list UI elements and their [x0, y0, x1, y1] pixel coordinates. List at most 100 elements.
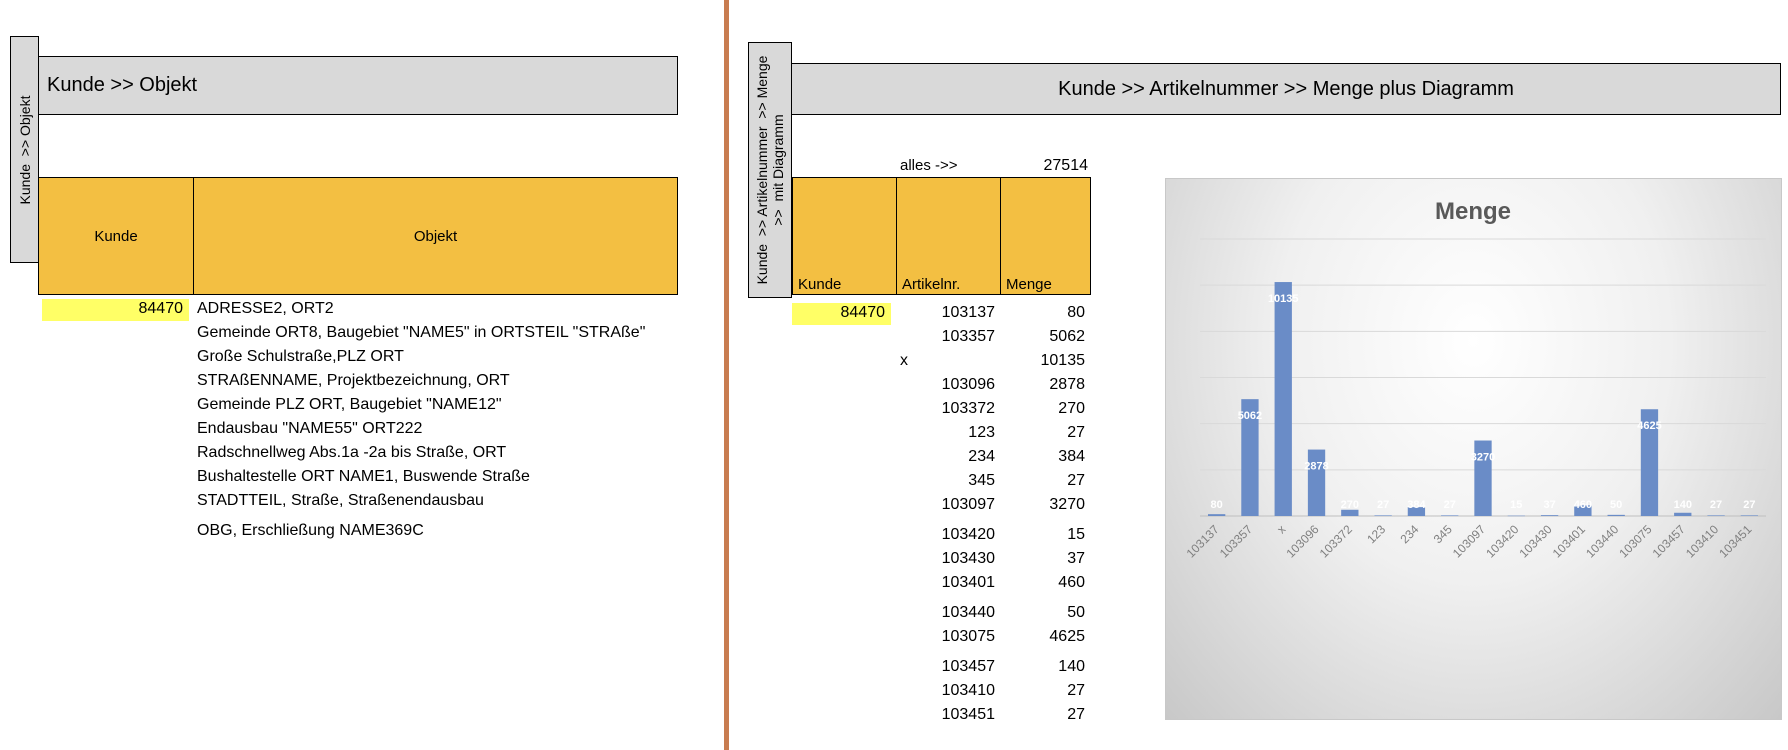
- left-kunde-value: 84470: [42, 299, 189, 321]
- left-title: Kunde >> Objekt: [47, 74, 198, 96]
- x-tick-label: x: [1274, 522, 1288, 536]
- artikel-cell: x: [900, 352, 908, 369]
- right-kunde-value: 84470: [792, 303, 891, 325]
- x-tick-label: 103401: [1550, 522, 1588, 560]
- x-tick-label: 123: [1364, 522, 1388, 546]
- data-label: 2878: [1304, 461, 1328, 473]
- data-label: 37: [1543, 499, 1555, 511]
- data-label: 5062: [1238, 410, 1262, 422]
- table-row: 345 27: [896, 471, 1091, 493]
- bar-103440: [1607, 514, 1625, 516]
- list-item: Radschnellweg Abs.1a -2a bis Straße, ORT: [197, 444, 507, 461]
- x-tick-label: 345: [1431, 522, 1455, 546]
- table-row: 234 384: [896, 447, 1091, 469]
- bar-103420: [1507, 515, 1525, 517]
- table-row: 103401 460: [896, 573, 1091, 595]
- menge-cell: 37: [1067, 550, 1085, 567]
- table-row: 103430 37: [896, 549, 1091, 571]
- artikel-cell: 103457: [941, 658, 995, 675]
- x-tick-label: 103430: [1516, 522, 1554, 560]
- left-vertical-label: Kunde >> Objekt: [16, 95, 33, 204]
- table-row: 103357 5062: [896, 327, 1091, 349]
- menge-cell: 50: [1067, 604, 1085, 621]
- list-item: Große Schulstraße,PLZ ORT: [197, 348, 404, 365]
- x-tick-label: 103357: [1217, 522, 1255, 560]
- right-title: Kunde >> Artikelnummer >> Menge plus Dia…: [1058, 77, 1514, 100]
- menge-cell: 140: [1058, 658, 1085, 675]
- menge-cell: 270: [1058, 400, 1085, 417]
- table-row: 103440 50: [896, 603, 1091, 625]
- data-label: 3270: [1471, 452, 1495, 464]
- x-tick-label: 103451: [1716, 522, 1754, 560]
- right-header-kunde: Kunde: [792, 177, 897, 295]
- menge-cell: 27: [1067, 424, 1085, 441]
- right-vertical-label-box: Kunde >> Artikelnummer >> Menge >> mit D…: [748, 42, 792, 298]
- table-row: 103075 4625: [896, 627, 1091, 649]
- data-label: 10135: [1268, 293, 1299, 305]
- list-item: STADTTEIL, Straße, Straßenendausbau: [197, 492, 484, 509]
- artikel-cell: 103075: [941, 628, 995, 645]
- list-item: Bushaltestelle ORT NAME1, Buswende Straß…: [197, 468, 530, 485]
- menge-cell: 460: [1058, 574, 1085, 591]
- x-tick-label: 103372: [1317, 522, 1355, 560]
- menge-cell: 27: [1067, 706, 1085, 723]
- list-item: ADRESSE2, ORT2: [197, 300, 334, 317]
- right-header-menge: Menge: [1000, 177, 1091, 295]
- x-tick-label: 103440: [1583, 522, 1621, 560]
- table-row: 103096 2878: [896, 375, 1091, 397]
- data-label: 27: [1377, 499, 1389, 511]
- table-row: 103457 140: [896, 657, 1091, 679]
- chart-title: Menge: [1435, 198, 1511, 225]
- menge-cell: 384: [1058, 448, 1085, 465]
- table-row: 103097 3270: [896, 495, 1091, 517]
- artikel-cell: 103096: [941, 376, 995, 393]
- table-row: 103137 80: [896, 303, 1091, 325]
- section-divider: [724, 0, 729, 750]
- bar-103401: [1574, 505, 1592, 516]
- left-vertical-label-box: Kunde >> Objekt: [10, 36, 39, 263]
- artikel-table: 103137 80 103357 5062 x 10135 103096 2878 103372…: [896, 303, 1091, 750]
- menge-cell: 3270: [1049, 496, 1085, 513]
- bar-345: [1441, 515, 1459, 516]
- left-header-objekt: Objekt: [193, 177, 678, 295]
- chart-panel: Menge 80 5062 10135 2878 270 27 384 27 3270 15 37 4…: [1165, 178, 1782, 720]
- data-label: 4625: [1637, 420, 1661, 432]
- data-label: 140: [1674, 499, 1692, 511]
- table-row: 103451 27: [896, 705, 1091, 727]
- data-label: 460: [1574, 499, 1592, 511]
- bar-103357: [1241, 399, 1259, 516]
- table-row: x 10135: [896, 351, 1091, 373]
- artikel-cell: 103430: [941, 550, 995, 567]
- menge-cell: 2878: [1049, 376, 1085, 393]
- bar-103430: [1540, 515, 1559, 516]
- x-tick-label: 103457: [1650, 522, 1688, 560]
- artikel-cell: 103401: [941, 574, 995, 591]
- right-vertical-label: Kunde >> Artikelnummer >> Menge >> mit D…: [754, 55, 786, 285]
- artikel-cell: 234: [968, 448, 995, 465]
- artikel-cell: 123: [968, 424, 995, 441]
- table-row: 123 27: [896, 423, 1091, 445]
- bar-103410: [1707, 515, 1725, 516]
- menge-cell: 5062: [1049, 328, 1085, 345]
- bar-chart: Menge 80 5062 10135 2878 270 27 384 27 3270 15 37 4…: [1184, 198, 1766, 560]
- artikel-cell: 103372: [941, 400, 995, 417]
- bar-103457: [1674, 512, 1692, 516]
- x-tick-label: 234: [1397, 522, 1421, 546]
- left-header-kunde: Kunde: [38, 177, 194, 295]
- artikel-cell: 103420: [941, 526, 995, 543]
- data-label: 15: [1510, 499, 1522, 511]
- data-label: 384: [1407, 499, 1426, 511]
- list-item: OBG, Erschließung NAME369C: [197, 522, 424, 539]
- table-row: 103420 15: [896, 525, 1091, 547]
- bar-103137: [1207, 514, 1226, 516]
- bar-103096: [1307, 449, 1326, 516]
- table-row: 103410 27: [896, 681, 1091, 703]
- x-tick-label: 103137: [1184, 522, 1222, 560]
- bar-123: [1374, 515, 1392, 516]
- alles-label: alles ->>: [900, 157, 958, 174]
- list-item: Endausbau "NAME55" ORT222: [197, 420, 423, 437]
- x-tick-label: 103096: [1283, 522, 1321, 560]
- bar-103451: [1740, 515, 1759, 516]
- x-tick-label: 103410: [1683, 522, 1721, 560]
- bar-x: [1274, 282, 1292, 516]
